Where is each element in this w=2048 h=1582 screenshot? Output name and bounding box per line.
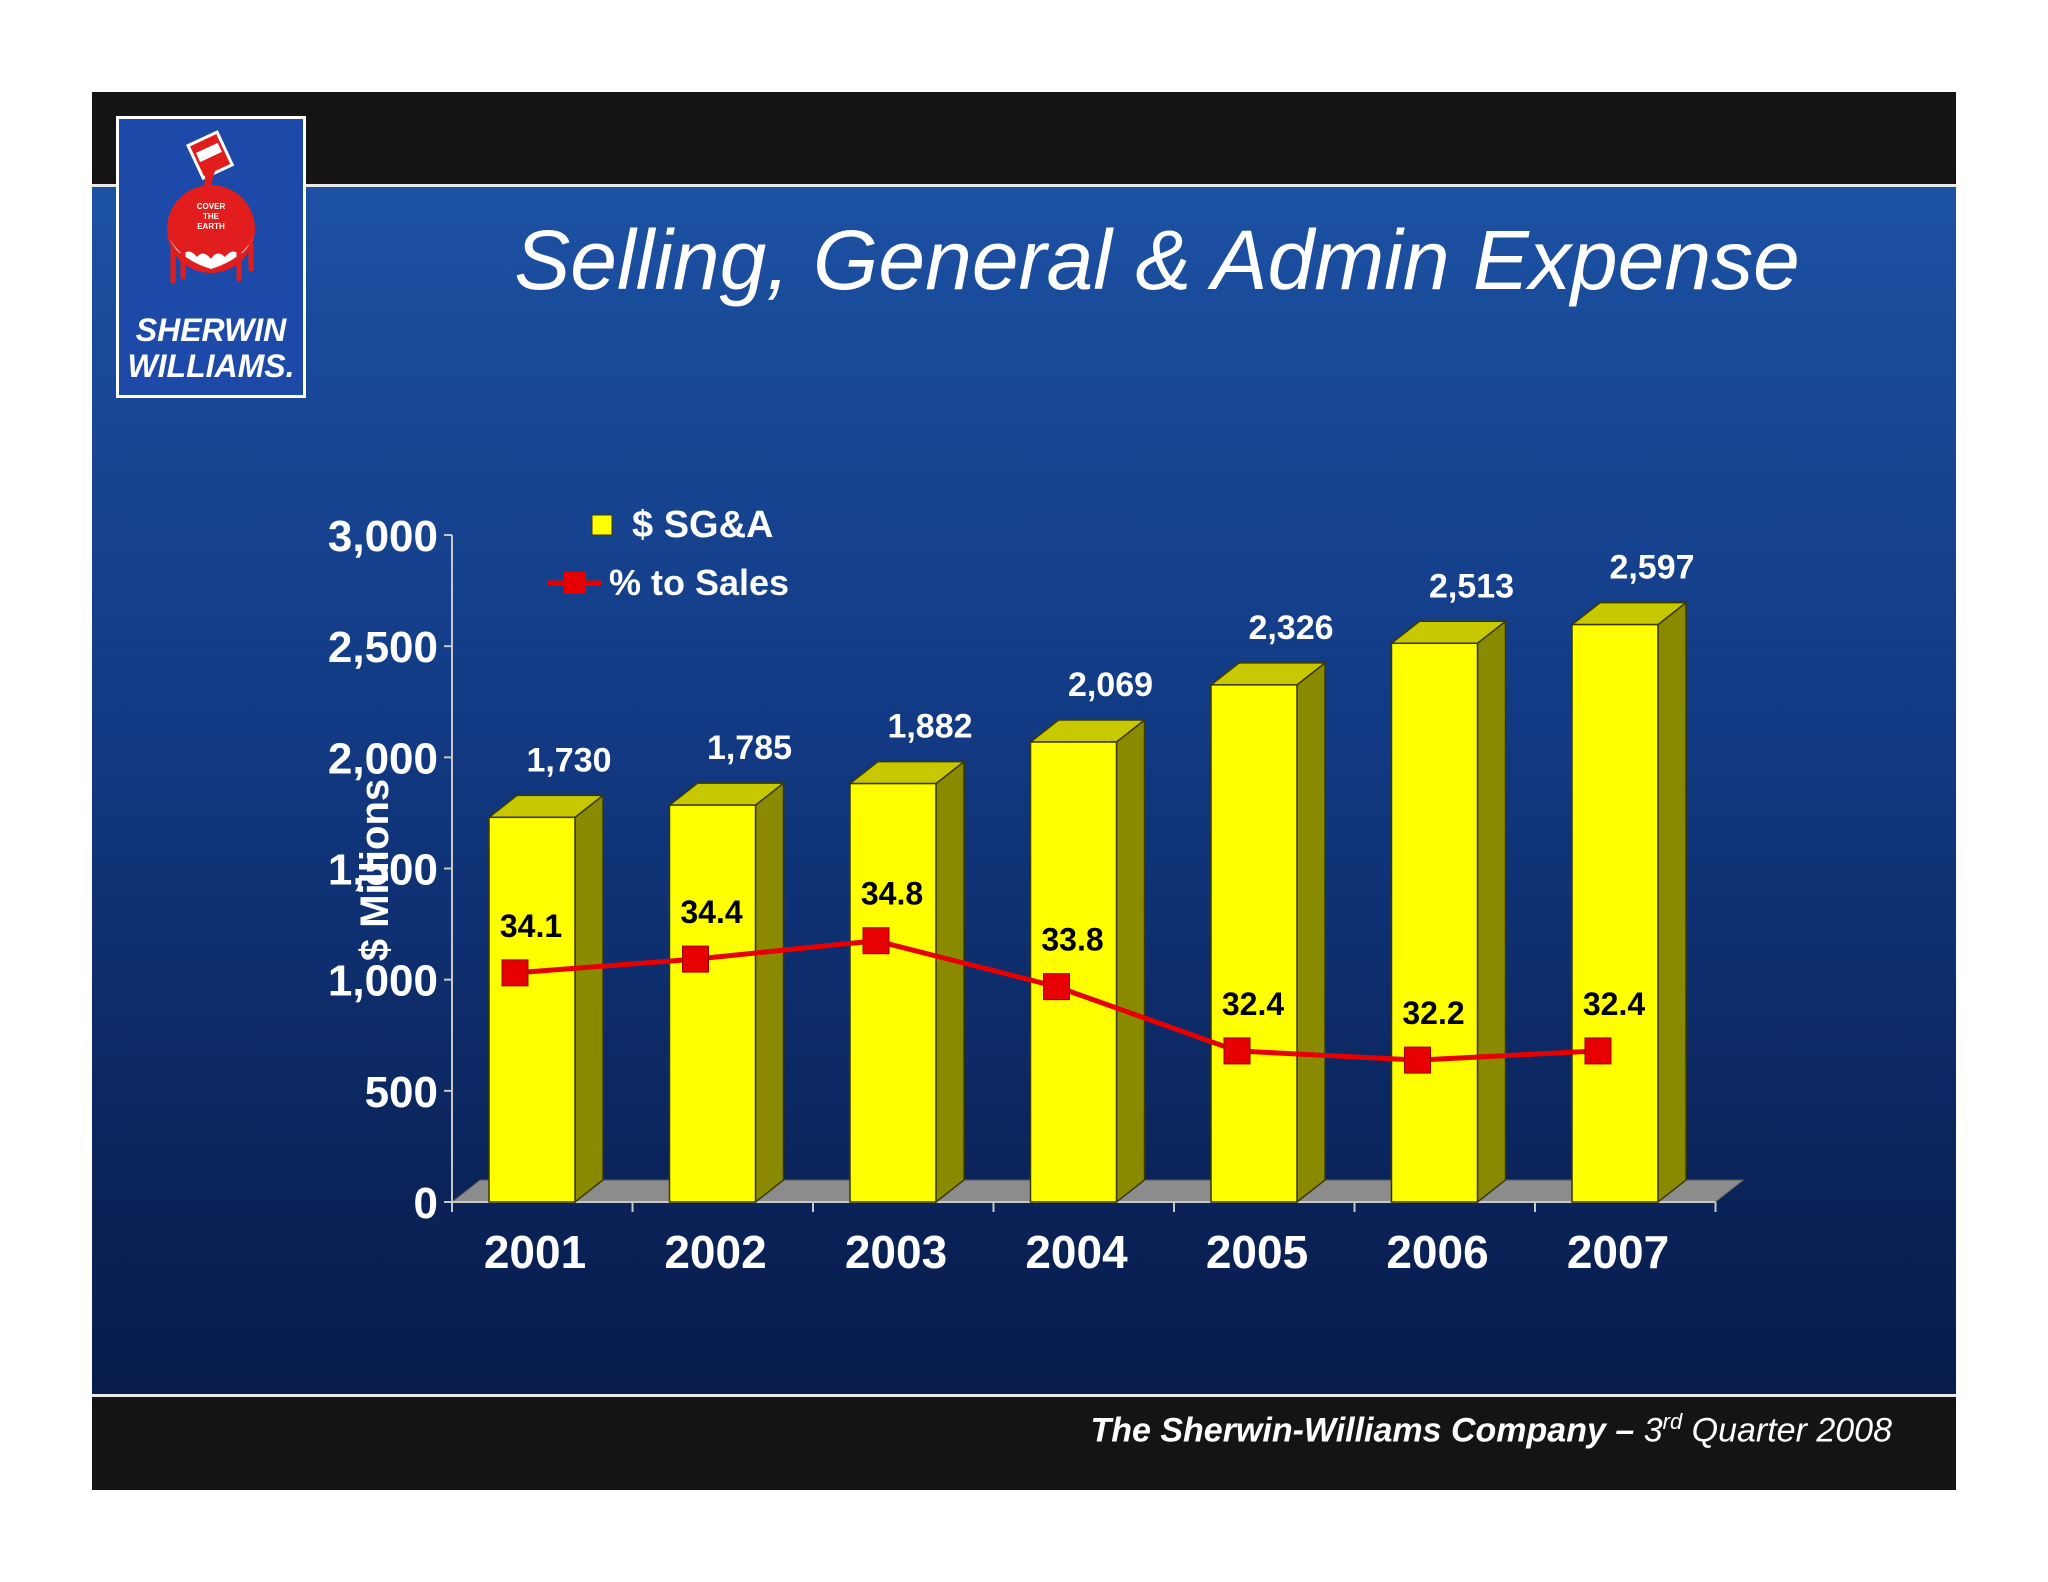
pct-value-label: 32.4 (1222, 986, 1284, 1022)
bar-side (1115, 718, 1146, 1204)
pct-value-label: 32.2 (1402, 995, 1464, 1031)
y-tick-label: 500 (365, 1068, 438, 1117)
footer-text: The Sherwin-Williams Company – 3rd Quart… (1090, 1409, 1892, 1450)
y-tick-label: 2,500 (328, 623, 438, 672)
pct-value-label: 34.1 (500, 908, 562, 944)
bar-side (1296, 661, 1326, 1204)
pct-marker (682, 945, 709, 973)
bar-front (1210, 684, 1298, 1203)
y-axis-title: $ Millions (353, 779, 397, 961)
bar-front (1390, 642, 1479, 1203)
x-tick-label: 2004 (1025, 1226, 1128, 1278)
y-tick-label: 0 (414, 1179, 438, 1228)
bar-front (668, 804, 757, 1203)
logo-globe-text-3: EARTH (197, 222, 225, 231)
pct-marker (1584, 1037, 1612, 1065)
legend-label-pct: % to Sales (609, 562, 789, 603)
legend: $ SG&A % to Sales (547, 504, 789, 603)
bar-2005 (1208, 661, 1328, 1204)
sherwin-williams-logo: COVER THE EARTH SHERWIN WILLIAMS. (116, 116, 306, 398)
cover-the-earth-icon: COVER THE EARTH SHERWIN WILLIAMS. (127, 130, 295, 384)
bar-value-label: 1,730 (526, 741, 611, 779)
bar-side (935, 760, 965, 1204)
y-tick-label: 2,000 (328, 734, 438, 783)
pct-value-label: 33.8 (1041, 922, 1103, 958)
y-tick-label: 3,000 (328, 512, 438, 561)
top-bar (92, 92, 1956, 187)
sga-chart: 0 500 1,000 1,500 2,000 2,500 3,000 $ Millions 2… (328, 504, 1745, 1278)
footer-company: The Sherwin-Williams Company (1090, 1411, 1606, 1450)
logo-line-2: WILLIAMS. (127, 348, 294, 384)
pct-value-label: 34.8 (861, 876, 923, 912)
pct-marker (1043, 973, 1070, 1001)
footer-ordinal: 3 (1643, 1411, 1663, 1450)
bar-value-label: 1,882 (887, 708, 972, 746)
bar-2001 (486, 793, 606, 1204)
x-tick-label: 2005 (1206, 1226, 1308, 1278)
slide: COVER THE EARTH SHERWIN WILLIAMS. Sellin… (92, 92, 1956, 1490)
bar-2003 (847, 760, 967, 1204)
bar-side (754, 781, 785, 1204)
legend-marker-swatch (564, 572, 586, 594)
legend-label-sga: $ SG&A (632, 504, 773, 546)
bar-side (1476, 619, 1507, 1204)
pct-marker (1404, 1046, 1431, 1074)
bar-front (488, 816, 576, 1203)
pct-marker (501, 959, 529, 987)
x-tick-label: 2001 (484, 1226, 586, 1278)
bar-value-label: 2,597 (1609, 549, 1694, 587)
logo-globe-text-2: THE (203, 212, 220, 221)
x-tick-label: 2006 (1386, 1226, 1488, 1278)
footer-ordinal-suffix: rd (1662, 1409, 1683, 1434)
bar-value-label: 1,785 (707, 729, 792, 767)
footer-dash: – (1605, 1411, 1644, 1450)
footer-quarter: Quarter 2008 (1682, 1411, 1892, 1450)
bar-front (1571, 623, 1659, 1203)
bottom-bar (92, 1394, 1956, 1490)
bar-2004 (1028, 718, 1147, 1204)
bar-2002 (667, 781, 786, 1204)
bar-side (1657, 601, 1687, 1204)
bar-value-label: 2,326 (1248, 609, 1333, 647)
bar-front (1029, 741, 1118, 1203)
pct-value-label: 34.4 (680, 894, 742, 930)
pct-value-label: 32.4 (1583, 986, 1645, 1022)
y-tick-label: 1,000 (328, 957, 438, 1006)
logo-globe-text-1: COVER (197, 202, 226, 211)
bar-2006 (1389, 619, 1508, 1204)
logo-line-1: SHERWIN (136, 312, 287, 348)
bar-value-label: 2,513 (1429, 567, 1514, 605)
bar-front (849, 782, 937, 1203)
legend-bar-swatch (591, 514, 613, 536)
x-tick-label: 2003 (845, 1226, 947, 1278)
pct-marker (862, 927, 890, 955)
bar-value-label: 2,069 (1068, 666, 1153, 704)
bar-2007 (1569, 601, 1689, 1204)
x-tick-label: 2007 (1567, 1226, 1669, 1278)
slide-title: Selling, General & Admin Expense (514, 213, 1800, 307)
y-tick-label: 1,500 (328, 846, 438, 895)
x-tick-label: 2002 (664, 1226, 766, 1278)
pct-marker (1223, 1037, 1251, 1065)
bar-side (574, 793, 604, 1204)
